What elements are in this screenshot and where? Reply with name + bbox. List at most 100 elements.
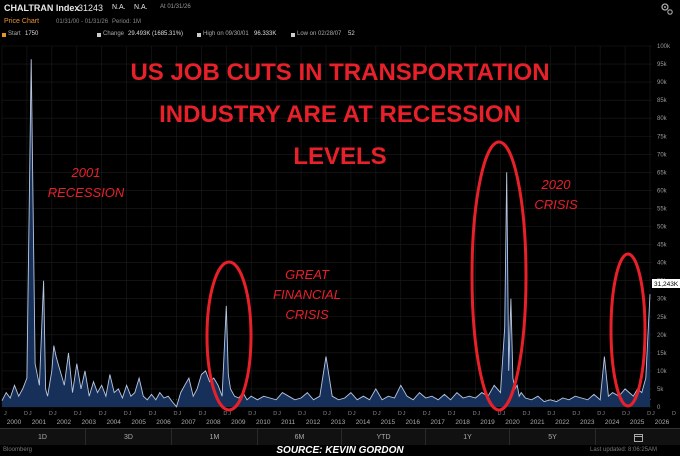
ticker-label: CHALTRAN Index <box>4 3 80 13</box>
x-month-marker: D <box>74 411 78 417</box>
y-tick-label: 70k <box>657 152 668 158</box>
period-label: Period: 1M <box>112 19 142 25</box>
series-area <box>2 59 650 407</box>
x-month-marker: D <box>298 411 302 417</box>
timeframe-5y-button[interactable]: 5Y <box>510 429 596 446</box>
x-month-marker: D <box>348 411 352 417</box>
x-month-marker: J <box>203 411 206 417</box>
y-tick-label: 0 <box>657 405 661 411</box>
chart-grid <box>1 45 652 408</box>
x-year-label: 2013 <box>331 419 346 426</box>
x-month-marker: J <box>478 411 481 417</box>
change-label: Change <box>103 31 125 37</box>
x-month-marker: D <box>323 411 327 417</box>
x-month-marker: J <box>428 411 431 417</box>
calendar-button[interactable] <box>596 429 680 446</box>
x-year-label: 2026 <box>655 419 670 426</box>
x-year-label: 2005 <box>131 419 146 426</box>
x-month-marker: D <box>273 411 277 417</box>
timeframe-1d-button[interactable]: 1D <box>0 429 86 446</box>
x-month-marker: D <box>24 411 28 417</box>
x-month-marker: J <box>552 411 555 417</box>
x-month-marker: D <box>49 411 53 417</box>
x-year-label: 2004 <box>106 419 121 426</box>
x-month-marker: J <box>652 411 655 417</box>
y-tick-label: 5k <box>657 387 664 393</box>
x-month-marker: D <box>248 411 252 417</box>
x-month-marker: D <box>622 411 626 417</box>
x-month-marker: J <box>527 411 530 417</box>
x-month-marker: D <box>672 411 676 417</box>
x-month-marker: J <box>627 411 630 417</box>
x-month-marker: D <box>198 411 202 417</box>
na-value-1: N.A. <box>112 4 126 11</box>
y-tick-label: 100k <box>657 44 671 50</box>
x-year-label: 2014 <box>356 419 371 426</box>
last-value-box <box>652 279 680 288</box>
current-highlight-circle <box>609 252 647 408</box>
settings-gear-icon[interactable] <box>660 2 674 16</box>
low-label: Low on 02/28/07 <box>297 31 342 37</box>
annotation-2020-line-2: CRISIS <box>534 197 578 212</box>
x-year-label: 2024 <box>605 419 620 426</box>
x-month-marker: D <box>597 411 601 417</box>
y-tick-label: 85k <box>657 98 668 104</box>
y-tick-label: 65k <box>657 170 668 176</box>
y-tick-label: 50k <box>657 225 668 231</box>
x-month-marker: J <box>253 411 256 417</box>
y-tick-label: 40k <box>657 261 668 267</box>
x-month-marker: J <box>129 411 132 417</box>
timeframe-1m-button[interactable]: 1M <box>172 429 258 446</box>
change-marker-icon <box>97 33 101 37</box>
x-year-label: 2020 <box>505 419 520 426</box>
timeframe-6m-button[interactable]: 6M <box>258 429 342 446</box>
x-year-label: 2021 <box>530 419 545 426</box>
x-year-label: 2007 <box>181 419 196 426</box>
price-chart-tab[interactable]: Price Chart <box>4 18 40 25</box>
chart-title: US JOB CUTS IN TRANSPORTATION INDUSTRY A… <box>130 59 549 170</box>
y-tick-label: 20k <box>657 333 668 339</box>
x-month-marker: J <box>79 411 82 417</box>
timeframe-3d-button[interactable]: 3D <box>86 429 172 446</box>
x-month-marker: D <box>547 411 551 417</box>
low-value: 52 <box>348 31 355 37</box>
covid-highlight-circle <box>470 140 528 412</box>
y-tick-label: 15k <box>657 351 668 357</box>
y-tick-label: 55k <box>657 206 668 212</box>
x-month-marker: D <box>572 411 576 417</box>
x-month-marker: J <box>228 411 231 417</box>
low-marker-icon <box>291 33 295 37</box>
x-month-marker: D <box>473 411 477 417</box>
timeframe-ytd-button[interactable]: YTD <box>342 429 426 446</box>
x-month-marker: J <box>378 411 381 417</box>
series-line <box>1 59 651 408</box>
high-value: 96.333K <box>254 31 277 37</box>
timeframe-1y-button[interactable]: 1Y <box>426 429 510 446</box>
x-month-marker: J <box>29 411 32 417</box>
x-year-label: 2008 <box>206 419 221 426</box>
annotation-2001-line-2: RECESSION <box>48 185 125 200</box>
x-month-marker: J <box>154 411 157 417</box>
timeframe-bar: 1D 3D 1M 6M YTD 1Y 5Y <box>0 428 680 446</box>
x-year-label: 2016 <box>406 419 421 426</box>
x-month-marker: D <box>174 411 178 417</box>
x-year-label: 2010 <box>256 419 271 426</box>
x-year-label: 2009 <box>231 419 246 426</box>
y-tick-label: 45k <box>657 243 668 249</box>
x-month-marker: D <box>223 411 227 417</box>
x-month-marker: D <box>398 411 402 417</box>
x-month-marker: D <box>99 411 103 417</box>
bloomberg-brand: Bloomberg <box>3 447 33 453</box>
title-line-1: US JOB CUTS IN TRANSPORTATION <box>130 59 549 86</box>
y-tick-label: 80k <box>657 116 668 122</box>
as-of-date: At 01/31/26 <box>160 4 191 10</box>
x-year-label: 2000 <box>7 419 22 426</box>
last-value-label: 31,243K <box>654 281 679 288</box>
x-year-label: 2012 <box>306 419 321 426</box>
x-month-marker: D <box>149 411 153 417</box>
x-year-label: 2015 <box>381 419 396 426</box>
annotation-2020-line-1: 2020 <box>541 177 572 192</box>
annotation-gfc-line-1: GREAT <box>285 267 330 282</box>
annotation-gfc-line-2: FINANCIAL <box>273 287 341 302</box>
